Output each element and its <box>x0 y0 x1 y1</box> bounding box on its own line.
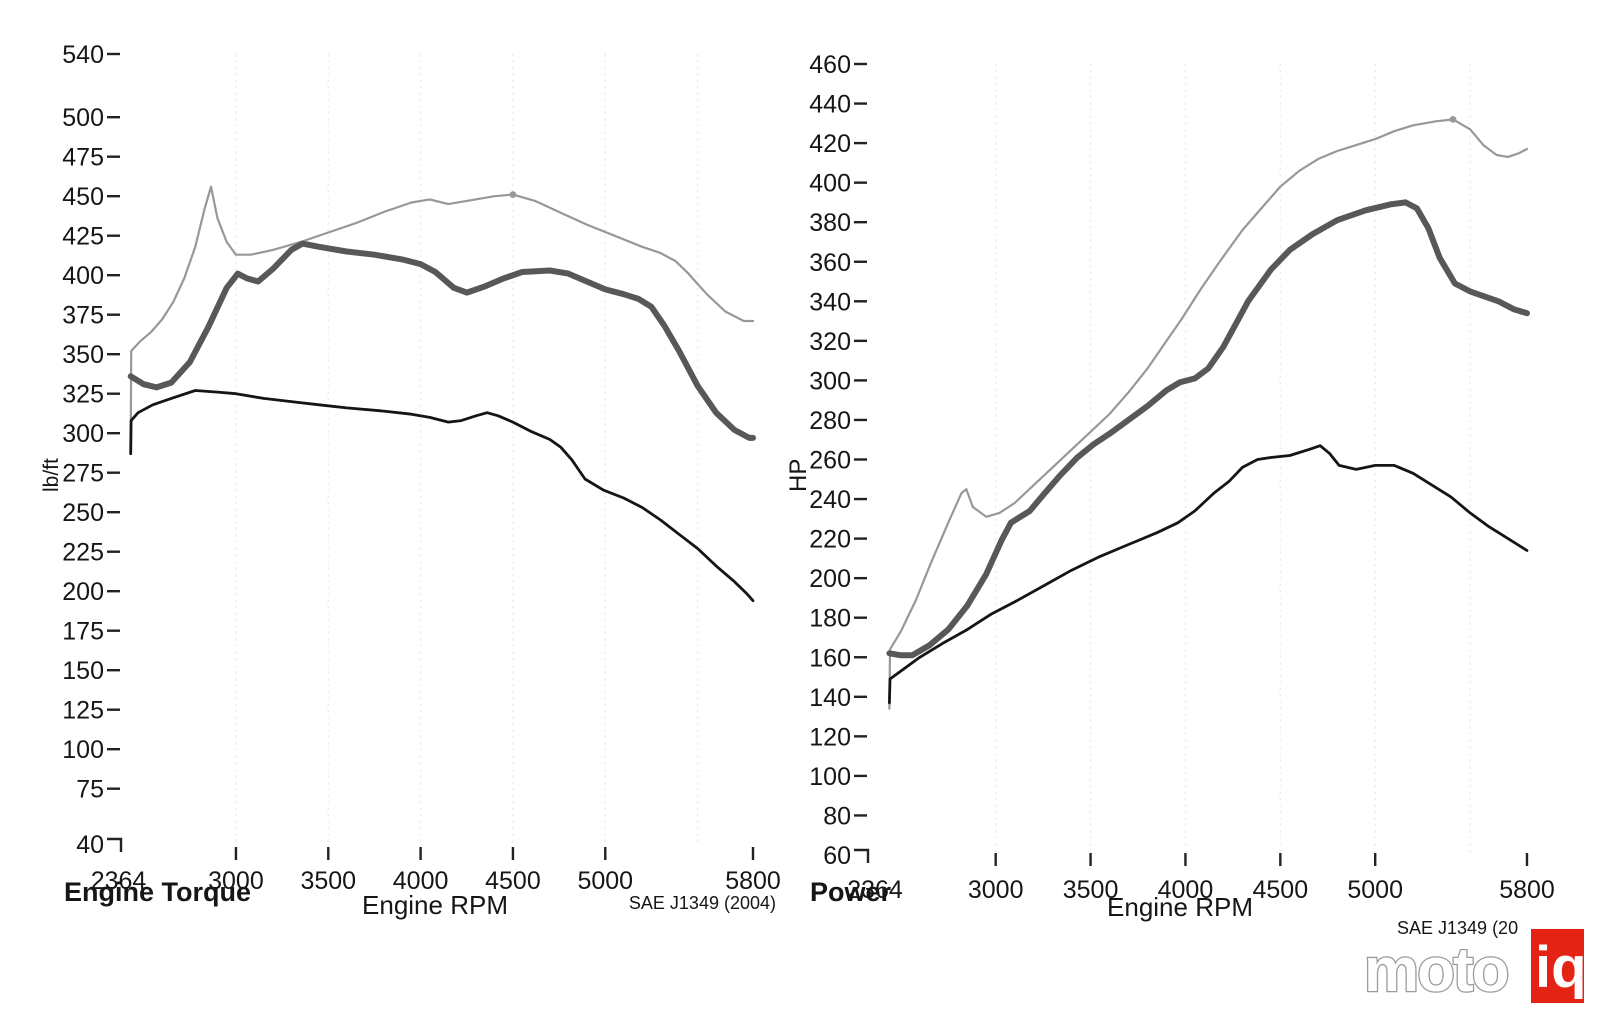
torque-sae-note: SAE J1349 (2004) <box>629 893 776 913</box>
torque-panel: 540 500 475 450 425 400 375 350 325 300 275 250 225 2… <box>40 41 781 920</box>
motoiq-logo-iq-text: iq <box>1535 935 1587 1000</box>
power-plot-area: 460 440 420 400 380 360 340 320 300 280 260 240 220 2… <box>809 51 1555 904</box>
x-tick-label: 4000 <box>393 867 449 895</box>
power-y-axis-label: HP <box>785 459 812 492</box>
x-tick-label: 5000 <box>577 867 633 895</box>
y-tick-label: 125 <box>62 697 104 725</box>
y-tick-label: 440 <box>809 91 851 119</box>
y-tick-label: 375 <box>62 302 104 330</box>
y-tick-label: 100 <box>809 763 851 791</box>
y-tick-label: 325 <box>62 381 104 409</box>
curve-run-tuned-high <box>888 118 1529 710</box>
axis-corner-tick <box>107 837 123 852</box>
curve-run-tuned-mid <box>127 240 756 441</box>
x-tick-label: 2364 <box>91 867 147 895</box>
x-tick-label: 3500 <box>1063 876 1119 904</box>
x-tick-label: 4500 <box>485 867 541 895</box>
y-tick-label: 180 <box>809 605 851 633</box>
y-tick-label: 300 <box>62 420 104 448</box>
y-tick-label: 540 <box>62 41 104 69</box>
y-tick-label: 225 <box>62 539 104 567</box>
y-tick-label: 200 <box>809 565 851 593</box>
y-tick-label: 80 <box>823 802 851 830</box>
y-tick-label: 450 <box>62 183 104 211</box>
y-tick-label: 280 <box>809 407 851 435</box>
motoiq-logo: moto iq <box>1363 929 1587 1006</box>
y-tick-label: 425 <box>62 223 104 251</box>
x-tick-label: 2364 <box>847 876 903 904</box>
y-tick-label: 460 <box>809 51 851 79</box>
x-tick-label: 4500 <box>1253 876 1309 904</box>
torque-chart-title: Engine Torque <box>64 877 251 907</box>
y-tick-label: 275 <box>62 460 104 488</box>
x-tick-label: 5000 <box>1347 876 1403 904</box>
y-tick-label: 250 <box>62 499 104 527</box>
x-tick-label: 4000 <box>1158 876 1214 904</box>
x-tick-label: 5800 <box>725 867 781 895</box>
y-tick-label: 160 <box>809 644 851 672</box>
y-tick-label: 420 <box>809 130 851 158</box>
curve-run-tuned-high <box>129 185 755 452</box>
torque-y-axis-label: lb/ft <box>40 458 63 492</box>
y-tick-label: 320 <box>809 328 851 356</box>
curve-run-stock <box>888 444 1529 705</box>
motoiq-logo-moto-text: moto <box>1364 936 1508 1005</box>
y-tick-label: 260 <box>809 447 851 475</box>
y-tick-label: 240 <box>809 486 851 514</box>
peak-marker-run-tuned-high <box>1449 115 1457 123</box>
curve-run-tuned-mid <box>886 199 1530 659</box>
y-tick-label: 120 <box>809 723 851 751</box>
y-tick-label: 140 <box>809 684 851 712</box>
torque-plot-area: 540 500 475 450 425 400 375 350 325 300 275 250 225 2… <box>62 41 781 895</box>
y-tick-label: 350 <box>62 341 104 369</box>
power-x-axis-label: Engine RPM <box>1107 892 1253 922</box>
power-sae-note: SAE J1349 (20 <box>1397 918 1518 938</box>
y-tick-label: 340 <box>809 288 851 316</box>
x-tick-label: 3000 <box>968 876 1024 904</box>
power-chart-title: Power <box>810 877 892 907</box>
y-tick-label: 175 <box>62 618 104 646</box>
y-tick-label: 220 <box>809 526 851 554</box>
y-tick-label: 75 <box>76 776 104 804</box>
y-tick-label: 400 <box>809 170 851 198</box>
y-tick-label: 360 <box>809 249 851 277</box>
y-tick-label: 475 <box>62 144 104 172</box>
y-tick-label: 200 <box>62 578 104 606</box>
y-tick-label: 60 <box>823 842 851 870</box>
y-tick-label: 300 <box>809 367 851 395</box>
power-panel: 460 440 420 400 380 360 340 320 300 280 260 240 220 2… <box>785 51 1555 938</box>
x-tick-label: 5800 <box>1499 876 1555 904</box>
y-tick-label: 100 <box>62 736 104 764</box>
motoiq-logo-red-box <box>1531 929 1584 1003</box>
y-tick-label: 500 <box>62 104 104 132</box>
torque-x-axis-label: Engine RPM <box>362 890 508 920</box>
axis-corner-tick <box>854 848 870 863</box>
peak-marker-run-tuned-high <box>509 191 517 199</box>
y-tick-label: 400 <box>62 262 104 290</box>
y-tick-label: 150 <box>62 657 104 685</box>
curve-run-stock <box>129 389 755 603</box>
y-tick-label: 380 <box>809 209 851 237</box>
y-tick-label: 40 <box>76 831 104 859</box>
x-tick-label: 3500 <box>300 867 356 895</box>
x-tick-label: 3000 <box>208 867 264 895</box>
